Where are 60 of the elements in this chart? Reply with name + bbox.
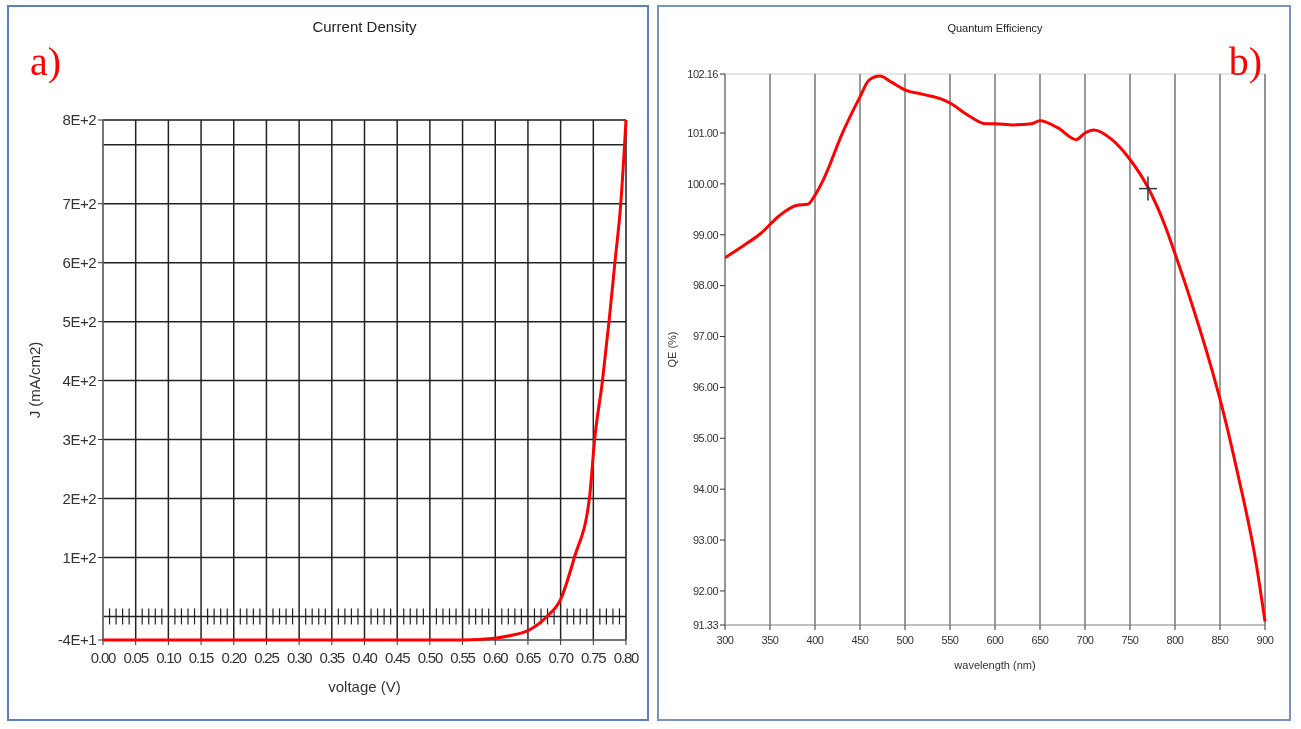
y-tick-label: 95.00	[692, 432, 719, 445]
x-tick-label: 500	[896, 634, 914, 646]
y-axis-title: J (mA/cm2)	[26, 341, 43, 419]
x-tick-label: 0.25	[254, 649, 280, 666]
x-tick-label: 650	[1031, 634, 1049, 646]
x-tick-label: 0.35	[319, 649, 345, 666]
x-tick-label: 400	[806, 634, 824, 646]
x-tick-label: 0.75	[581, 649, 607, 666]
y-tick-label: 7E+2	[62, 194, 97, 212]
y-tick-label: -4E+1	[58, 631, 97, 649]
x-tick-label: 0.40	[352, 649, 378, 666]
x-tick-label: 0.70	[548, 649, 574, 666]
x-tick-label: 0.30	[286, 649, 313, 666]
x-tick-label: 550	[941, 634, 959, 646]
x-tick-label: 0.20	[221, 649, 247, 666]
y-tick-label: 4E+2	[62, 371, 97, 389]
y-tick-label: 3E+2	[62, 430, 97, 448]
y-tick-label: 5E+2	[62, 312, 97, 330]
x-tick-label: 0.00	[90, 649, 117, 666]
y-axis-title: QE (%)	[666, 331, 678, 368]
x-tick-label: 850	[1211, 634, 1229, 646]
y-tick-label: 97.00	[692, 330, 719, 343]
chart-title: Quantum Efficiency	[947, 22, 1044, 34]
y-tick-label: 100.00	[687, 177, 719, 190]
x-tick-label: 0.65	[515, 649, 541, 666]
x-tick-label: 0.15	[188, 649, 215, 666]
y-tick-label: 8E+2	[62, 111, 97, 129]
y-tick-label: 1E+2	[62, 548, 97, 566]
text: a)	[30, 39, 62, 84]
y-tick-label: 101.00	[687, 126, 719, 139]
x-tick-label: 300	[716, 634, 734, 646]
x-tick-label: 0.55	[450, 649, 476, 666]
x-tick-label: 900	[1256, 634, 1274, 646]
y-tick-label: 6E+2	[62, 253, 97, 271]
x-tick-label: 600	[986, 634, 1004, 646]
y-tick-label: 102.16	[687, 67, 719, 80]
y-tick-label: 98.00	[692, 279, 719, 292]
annotation: b)	[1228, 39, 1262, 84]
y-tick-label: 99.00	[692, 228, 719, 241]
x-tick-label: 800	[1166, 634, 1184, 646]
y-tick-label: 94.00	[692, 483, 719, 496]
x-tick-label: 0.05	[123, 649, 149, 666]
y-tick-label: 93.00	[692, 533, 719, 546]
y-tick-label: 2E+2	[62, 489, 97, 507]
x-tick-label: 0.10	[156, 649, 182, 666]
y-tick-label: 96.00	[692, 381, 719, 394]
x-tick-label: 700	[1076, 634, 1094, 646]
line-series	[103, 118, 628, 642]
y-tick-label: 92.00	[692, 584, 719, 597]
x-tick-label: 0.80	[613, 649, 640, 666]
x-tick-label: 0.45	[384, 649, 411, 666]
x-tick-label: 0.50	[417, 649, 443, 666]
x-tick-label: 450	[851, 634, 869, 646]
chart-title: Current Density	[312, 18, 418, 35]
y-tick-label: 91.33	[692, 618, 719, 631]
x-tick-label: 350	[761, 634, 779, 646]
x-tick-label: 0.60	[483, 649, 509, 666]
x-axis-title: voltage (V)	[328, 678, 401, 695]
x-tick-label: 750	[1121, 634, 1139, 646]
x-axis-title: wavelength (nm)	[953, 659, 1036, 671]
